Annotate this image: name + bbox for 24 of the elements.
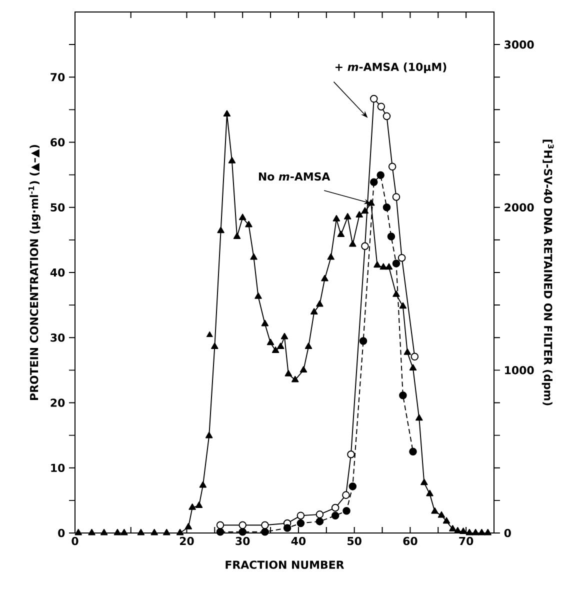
y2-tick-label: 2000: [504, 203, 534, 212]
x-tick-label: 60: [403, 536, 418, 546]
x-tick-label: 0: [72, 536, 78, 546]
y-tick-label: 30: [50, 333, 65, 342]
annotation: + m-AMSA (10μM): [336, 62, 446, 74]
y-axis-title: PROTEIN CONCENTRATION (μg·ml$^{-1}$) (▲–▲): [28, 145, 40, 400]
y2-axis-title: [$^{3}$H]-SV-40 DNA RETAINED ON FILTER (dpm): [542, 140, 554, 406]
x-tick-label: 70: [459, 536, 474, 546]
y2-tick-label: 0: [504, 528, 511, 538]
annotation: No m-AMSA: [258, 172, 330, 181]
x-tick-label: 50: [348, 536, 362, 546]
x-tick-label: 20: [180, 536, 194, 546]
x-tick-label: 30: [236, 536, 250, 546]
y-tick-label: 20: [50, 398, 65, 407]
y2-tick-label: 3000: [504, 40, 534, 49]
y2-tick-label: 1000: [505, 366, 534, 374]
x-axis-title: FRACTION NUMBER: [226, 560, 344, 569]
y-tick-label: 60: [50, 138, 65, 146]
y-tick-label: 50: [50, 203, 65, 212]
y-tick-label: 10: [51, 464, 65, 472]
y-tick-label: 70: [50, 72, 65, 82]
y-tick-label: 0: [58, 528, 65, 538]
y-tick-label: 40: [50, 268, 65, 277]
x-tick-label: 40: [291, 536, 306, 546]
